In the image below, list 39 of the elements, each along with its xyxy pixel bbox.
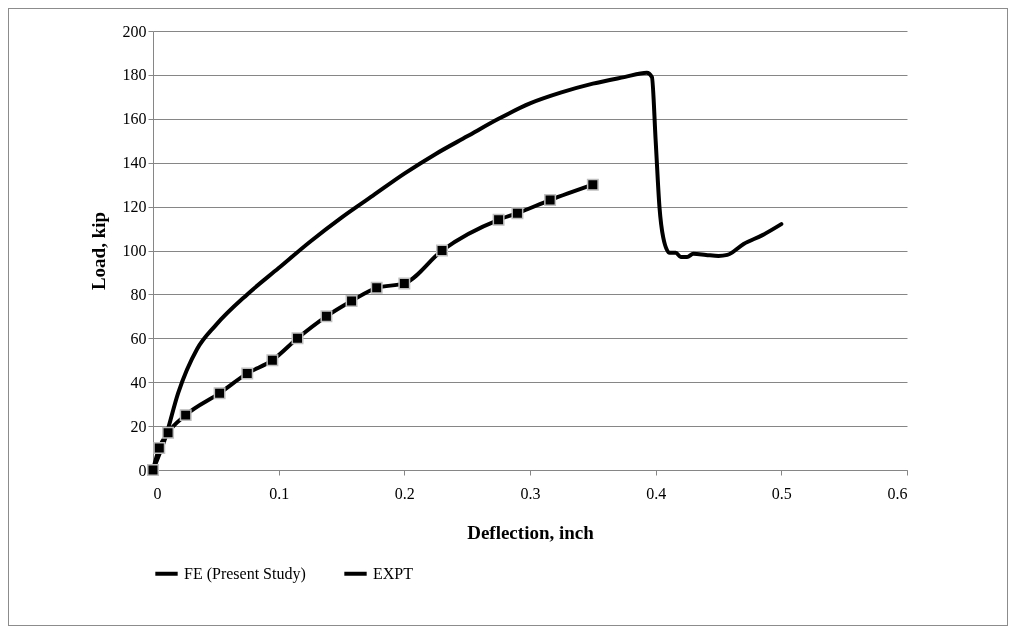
point xyxy=(370,281,383,294)
x-tick-label: 0.5 xyxy=(771,484,792,502)
legend-label: EXPT xyxy=(373,564,414,582)
y-tick-label: 120 xyxy=(122,198,147,216)
y-tick-label: 80 xyxy=(130,285,147,303)
x-tick-label: 0.4 xyxy=(646,484,667,502)
y-tick-label: 60 xyxy=(130,329,147,347)
x-tick-label: 0 xyxy=(153,484,162,502)
legend-label: FE (Present Study) xyxy=(184,564,306,583)
x-tick-label: 0.2 xyxy=(394,484,415,502)
point xyxy=(345,294,358,307)
point xyxy=(266,354,279,367)
x-tick-label: 0.1 xyxy=(269,484,290,502)
point xyxy=(153,442,166,455)
point xyxy=(147,464,159,476)
point xyxy=(320,310,333,323)
y-tick-label: 180 xyxy=(122,66,147,84)
point xyxy=(241,367,254,380)
point xyxy=(213,387,226,400)
y-tick-label: 40 xyxy=(130,373,147,391)
point xyxy=(436,244,449,257)
point xyxy=(179,409,192,422)
point xyxy=(544,194,557,207)
y-tick-label: 0 xyxy=(138,461,147,479)
point xyxy=(492,213,505,226)
y-tick-label: 200 xyxy=(122,22,147,40)
point xyxy=(291,332,304,345)
y-tick-label: 100 xyxy=(122,242,147,259)
x-tick-label: 0.6 xyxy=(887,484,908,502)
y-axis-title: Load, kip xyxy=(87,211,109,291)
point xyxy=(511,207,524,220)
x-axis-title: Deflection, inch xyxy=(467,521,595,543)
point xyxy=(586,178,599,191)
point xyxy=(398,277,411,290)
y-tick-label: 20 xyxy=(130,417,147,435)
point xyxy=(162,426,175,439)
y-tick-label: 140 xyxy=(122,154,147,172)
x-tick-label: 0.3 xyxy=(520,484,541,502)
y-tick-label: 160 xyxy=(122,110,147,128)
